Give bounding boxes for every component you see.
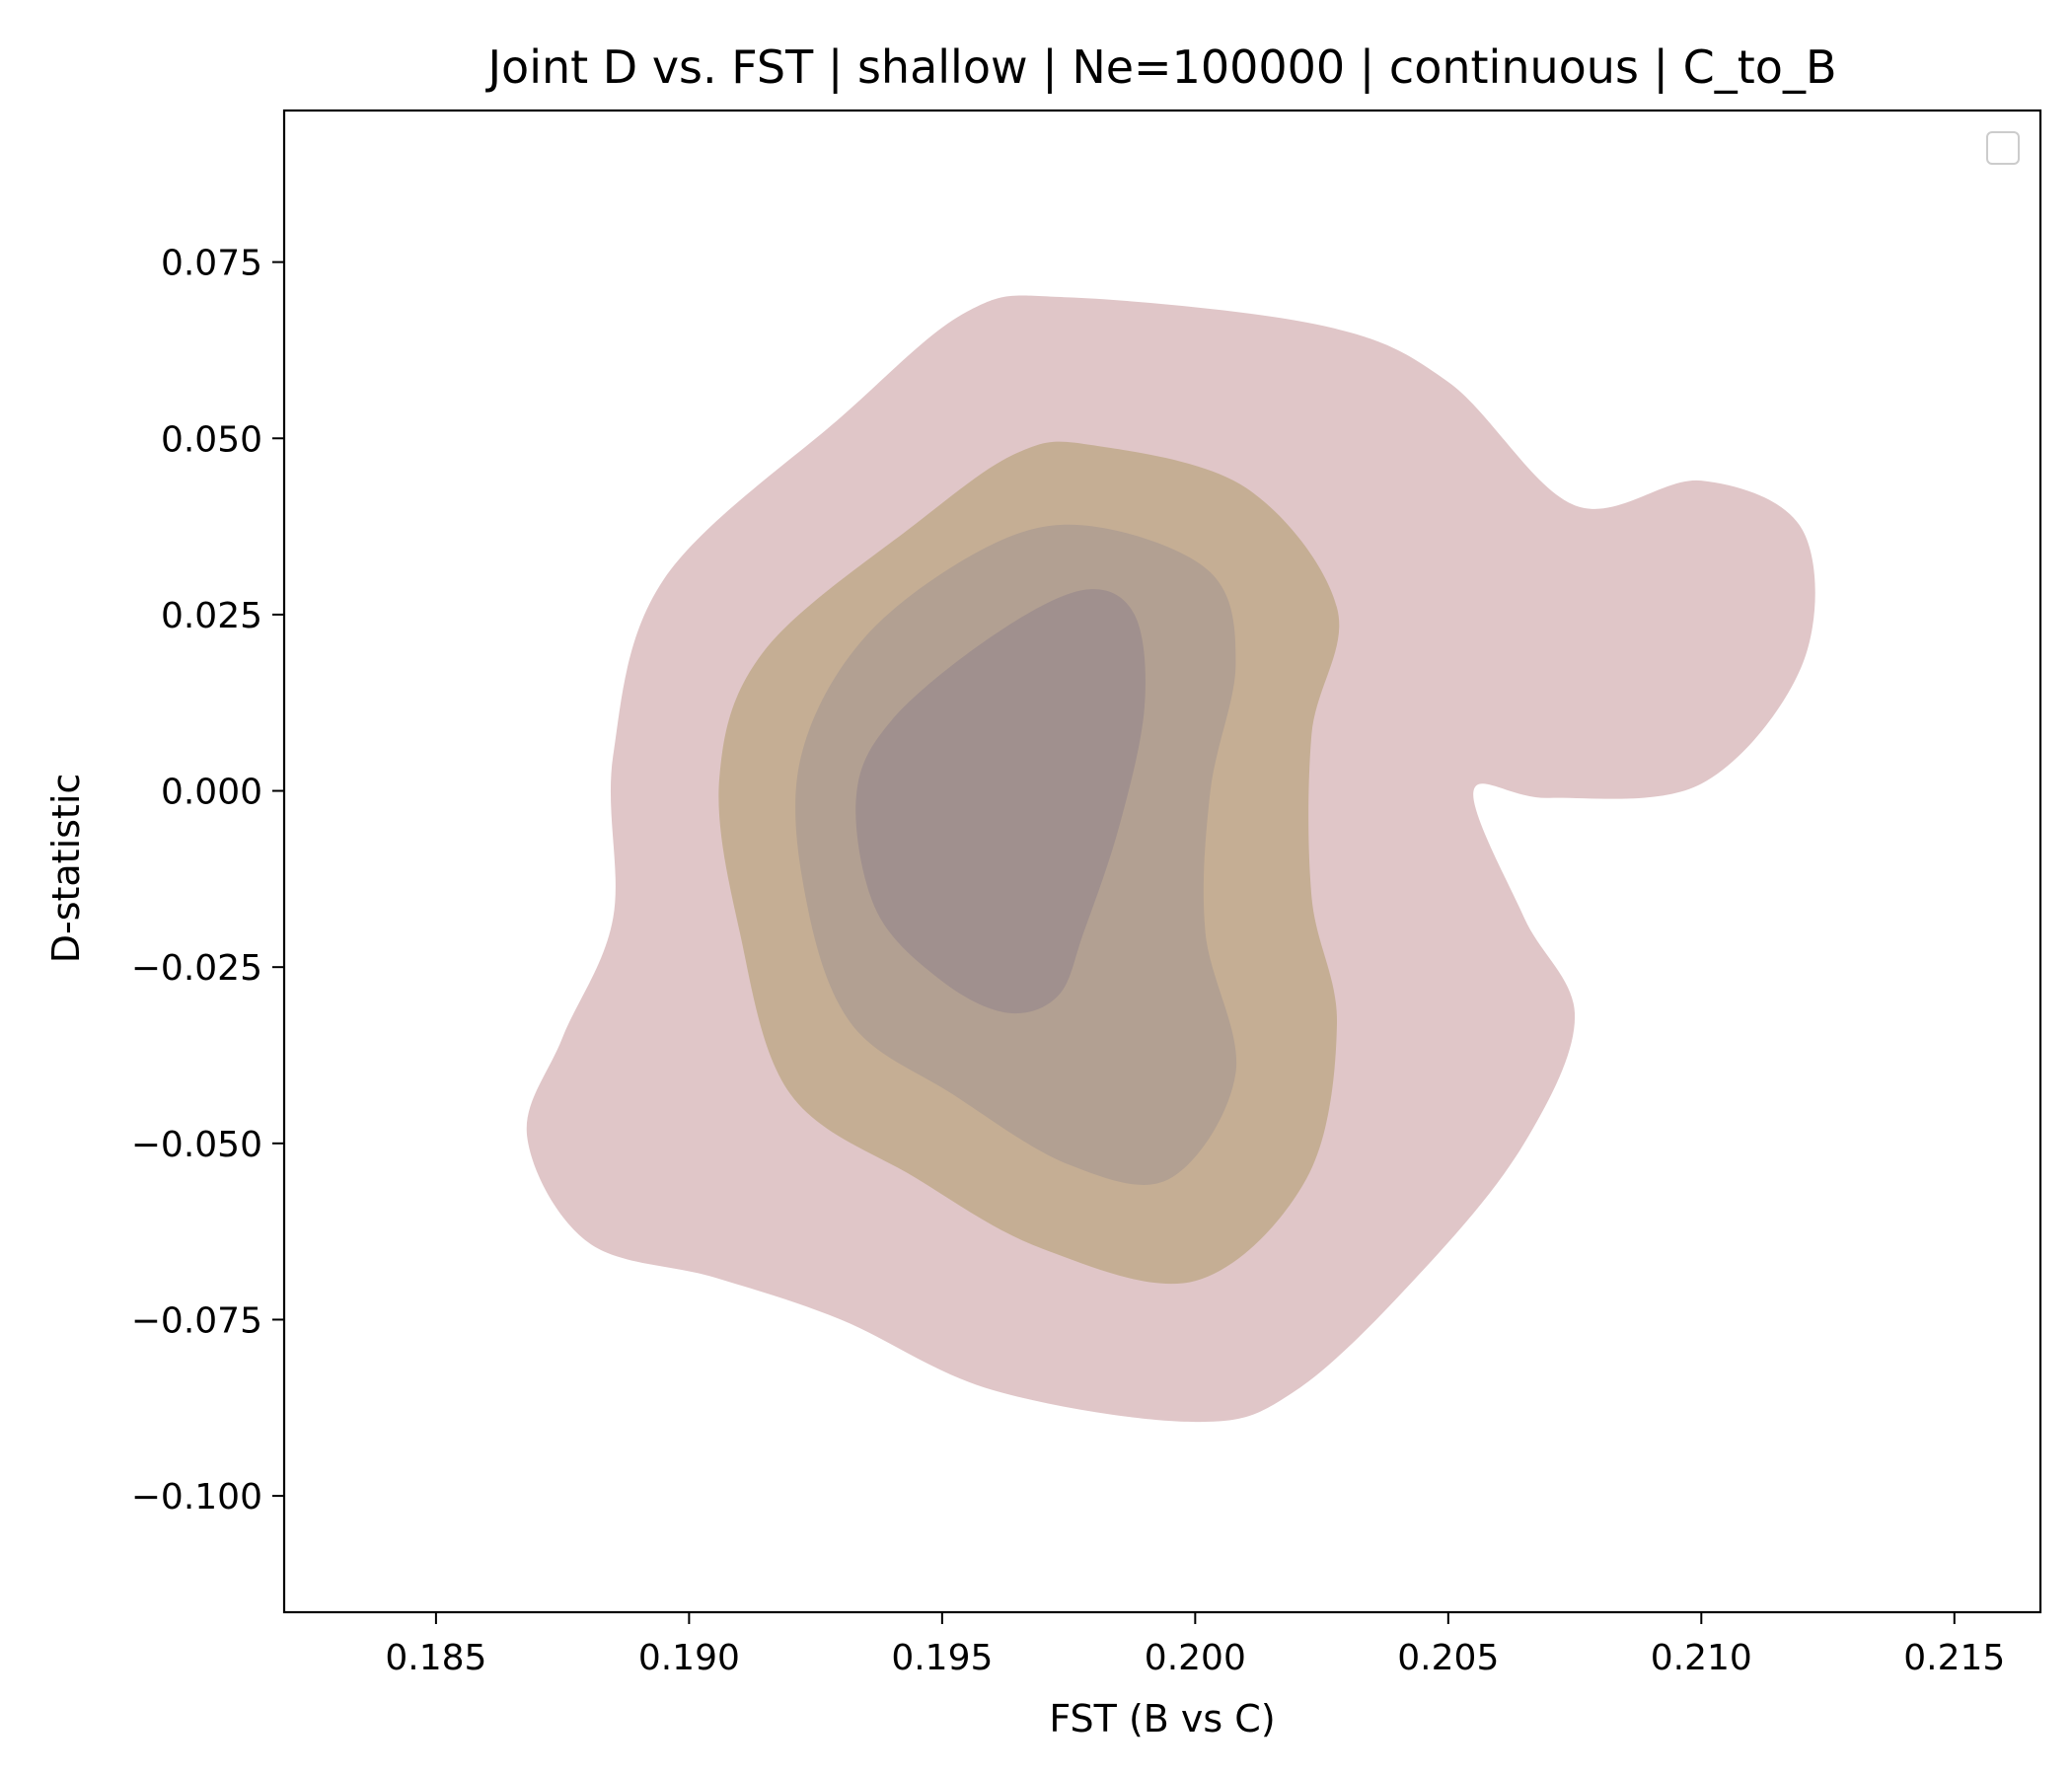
legend-box[interactable] — [1986, 131, 2020, 165]
contour-level-4 — [855, 589, 1146, 1014]
x-axis-label: FST (B vs C) — [1049, 1697, 1275, 1740]
density-contours — [526, 295, 1815, 1423]
x-tick-label: 0.185 — [385, 1638, 486, 1678]
x-tick-label: 0.190 — [638, 1638, 740, 1678]
x-axis-ticks: 0.185 0.190 0.195 0.200 0.205 0.210 0.215 — [385, 1612, 2005, 1678]
x-tick-label: 0.215 — [1903, 1638, 2005, 1678]
x-tick-label: 0.210 — [1651, 1638, 1752, 1678]
y-tick-label: 0.025 — [161, 596, 262, 636]
y-tick-label: 0.000 — [161, 773, 262, 813]
x-tick-label: 0.200 — [1145, 1638, 1246, 1678]
y-axis-label: D-statistic — [44, 774, 88, 964]
chart-title: Joint D vs. FST | shallow | Ne=100000 | … — [484, 40, 1836, 95]
y-tick-label: −0.025 — [131, 948, 262, 989]
plot-frame — [282, 109, 2042, 1614]
x-tick-label: 0.195 — [891, 1638, 993, 1678]
y-tick-label: 0.050 — [161, 419, 262, 460]
y-tick-label: −0.050 — [131, 1125, 262, 1165]
y-axis-ticks: 0.075 0.050 0.025 0.000 −0.025 −0.050 −0.075 −0… — [131, 244, 284, 1517]
y-tick-label: 0.075 — [161, 244, 262, 284]
y-tick-label: −0.075 — [131, 1300, 262, 1341]
y-tick-label: −0.100 — [131, 1477, 262, 1517]
x-tick-label: 0.205 — [1397, 1638, 1499, 1678]
